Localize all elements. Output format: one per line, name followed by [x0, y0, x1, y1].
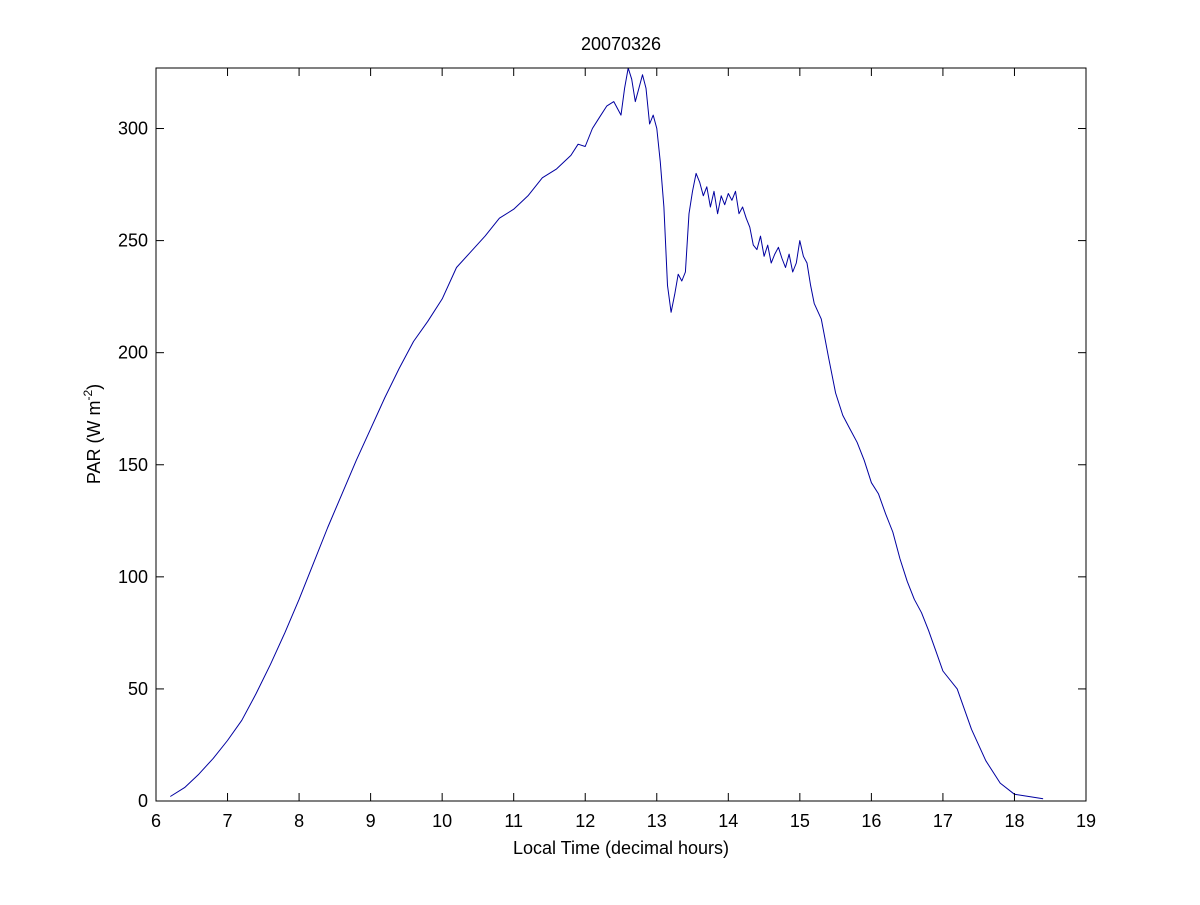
x-axis-label: Local Time (decimal hours) [513, 838, 729, 858]
x-tick-label: 10 [432, 811, 452, 831]
y-tick-label: 150 [118, 455, 148, 475]
par-series-line [170, 67, 1044, 800]
y-axis-label-prefix: PAR (W m [84, 401, 104, 485]
x-tick-label: 12 [575, 811, 595, 831]
x-tick-label: 17 [933, 811, 953, 831]
y-axis-label-superscript: -2 [81, 390, 95, 401]
x-tick-label: 11 [504, 811, 523, 831]
tick-layer: 6 7 8 9 10 11 12 13 14 15 16 17 18 19 0 50 100 150 200 250 3… [118, 68, 1096, 831]
y-tick-label: 100 [118, 567, 148, 587]
y-tick-label: 50 [128, 679, 148, 699]
x-tick-label: 9 [366, 811, 376, 831]
y-axis-label-suffix: ) [84, 384, 104, 390]
x-tick-label: 8 [294, 811, 304, 831]
y-tick-label: 0 [138, 791, 148, 811]
y-tick-label: 300 [118, 119, 148, 139]
x-tick-label: 14 [718, 811, 738, 831]
x-tick-label: 18 [1004, 811, 1024, 831]
x-tick-label: 6 [151, 811, 161, 831]
chart-title: 20070326 [581, 34, 661, 54]
y-tick-label: 250 [118, 231, 148, 251]
plot-layer [170, 67, 1044, 800]
y-tick-label: 200 [118, 343, 148, 363]
x-tick-label: 13 [647, 811, 667, 831]
x-tick-label: 15 [790, 811, 810, 831]
x-tick-label: 7 [223, 811, 233, 831]
axes-box [155, 67, 1087, 802]
x-tick-label: 16 [861, 811, 881, 831]
y-axis-label: PAR (W m-2) [81, 384, 104, 484]
x-tick-label: 19 [1076, 811, 1096, 831]
